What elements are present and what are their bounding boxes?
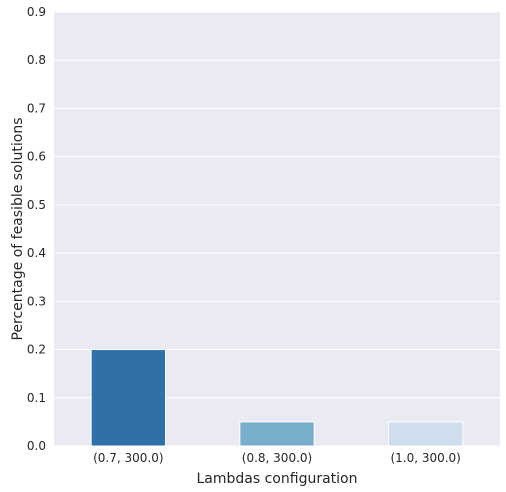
x-tick-labels: (0.7, 300.0) (0.8, 300.0) (1.0, 300.0) <box>93 451 461 465</box>
bars <box>90 349 464 447</box>
y-tick-label: 0.7 <box>27 101 46 115</box>
y-axis-label: Percentage of feasible solutions <box>10 117 26 340</box>
y-tick-label: 0.6 <box>27 150 46 164</box>
y-tick-labels: 0.0 0.1 0.2 0.3 0.4 0.5 0.6 0.7 0.8 0.9 <box>27 5 46 453</box>
y-tick-label: 0.2 <box>27 343 46 357</box>
bar <box>388 421 464 447</box>
y-tick-label: 0.0 <box>27 439 46 453</box>
bar <box>90 349 166 447</box>
y-tick-label: 0.3 <box>27 294 46 308</box>
y-tick-label: 0.8 <box>27 53 46 67</box>
y-tick-label: 0.5 <box>27 198 46 212</box>
y-tick-label: 0.9 <box>27 5 46 19</box>
bar <box>239 421 315 447</box>
x-tick-label: (0.8, 300.0) <box>242 451 312 465</box>
x-axis-label: Lambdas configuration <box>197 471 358 487</box>
y-tick-label: 0.4 <box>27 246 46 260</box>
x-tick-label: (0.7, 300.0) <box>93 451 163 465</box>
x-tick-label: (1.0, 300.0) <box>390 451 460 465</box>
y-tick-label: 0.1 <box>27 391 46 405</box>
